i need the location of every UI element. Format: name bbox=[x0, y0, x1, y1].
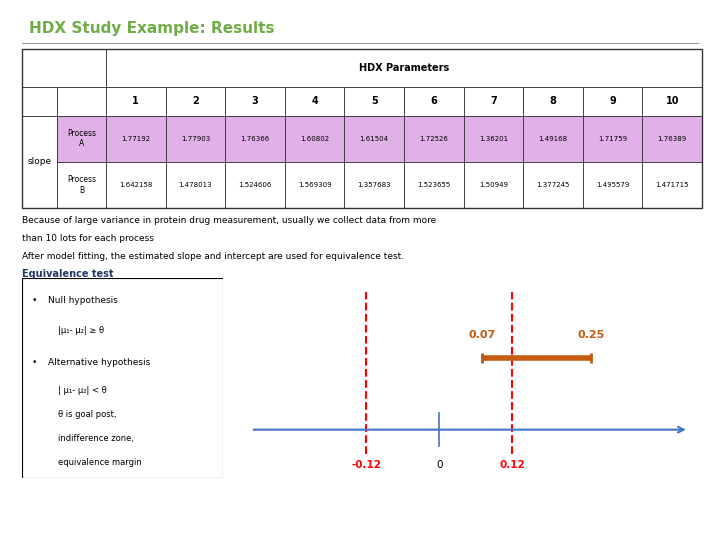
FancyBboxPatch shape bbox=[582, 161, 642, 208]
FancyBboxPatch shape bbox=[404, 87, 464, 116]
Text: Process
B: Process B bbox=[67, 175, 96, 194]
Text: 1.72526: 1.72526 bbox=[419, 136, 449, 141]
Text: abbvie: abbvie bbox=[18, 513, 71, 526]
FancyBboxPatch shape bbox=[225, 116, 285, 161]
Text: 3: 3 bbox=[251, 96, 258, 106]
Text: 10: 10 bbox=[665, 96, 679, 106]
FancyBboxPatch shape bbox=[344, 161, 404, 208]
Text: 1.523655: 1.523655 bbox=[417, 182, 451, 188]
FancyBboxPatch shape bbox=[22, 49, 106, 87]
FancyBboxPatch shape bbox=[642, 116, 702, 161]
Text: 1.76389: 1.76389 bbox=[657, 136, 687, 141]
Text: Because of large variance in protein drug measurement, usually we collect data f: Because of large variance in protein dru… bbox=[22, 216, 436, 225]
FancyBboxPatch shape bbox=[166, 87, 225, 116]
FancyBboxPatch shape bbox=[22, 87, 57, 116]
FancyBboxPatch shape bbox=[166, 116, 225, 161]
Text: 0.07: 0.07 bbox=[468, 330, 495, 340]
FancyBboxPatch shape bbox=[642, 161, 702, 208]
FancyBboxPatch shape bbox=[464, 116, 523, 161]
Text: slope: slope bbox=[27, 157, 51, 166]
Text: 1.642158: 1.642158 bbox=[119, 182, 153, 188]
FancyBboxPatch shape bbox=[404, 161, 464, 208]
FancyBboxPatch shape bbox=[404, 116, 464, 161]
Text: |μ₁- μ₂| ≥ θ: |μ₁- μ₂| ≥ θ bbox=[58, 326, 104, 335]
Text: After model fitting, the estimated slope and intercept are used for equivalence : After model fitting, the estimated slope… bbox=[22, 252, 404, 261]
Text: 6: 6 bbox=[431, 96, 437, 106]
Text: 1.495579: 1.495579 bbox=[596, 182, 629, 188]
FancyBboxPatch shape bbox=[464, 87, 523, 116]
FancyBboxPatch shape bbox=[57, 87, 106, 116]
FancyBboxPatch shape bbox=[582, 87, 642, 116]
Text: indifference zone,: indifference zone, bbox=[58, 434, 134, 443]
Text: -0.12: -0.12 bbox=[351, 460, 382, 470]
Text: 1.61504: 1.61504 bbox=[360, 136, 389, 141]
Text: HDX Parameters: HDX Parameters bbox=[359, 63, 449, 73]
Text: 1.49168: 1.49168 bbox=[539, 136, 567, 141]
FancyBboxPatch shape bbox=[57, 116, 106, 161]
Text: Process
A: Process A bbox=[67, 129, 96, 149]
Text: 1.478013: 1.478013 bbox=[179, 182, 212, 188]
Text: •: • bbox=[32, 296, 37, 305]
Text: Equivalence test: Equivalence test bbox=[22, 269, 113, 280]
Text: Alternative hypothesis: Alternative hypothesis bbox=[48, 358, 150, 367]
FancyBboxPatch shape bbox=[285, 116, 344, 161]
Text: 9: 9 bbox=[609, 96, 616, 106]
Text: 5: 5 bbox=[371, 96, 377, 106]
FancyBboxPatch shape bbox=[57, 161, 106, 208]
Text: θ is goal post,: θ is goal post, bbox=[58, 410, 117, 419]
Text: 7: 7 bbox=[490, 96, 497, 106]
FancyBboxPatch shape bbox=[22, 278, 223, 478]
FancyBboxPatch shape bbox=[106, 116, 166, 161]
Text: equivalence margin: equivalence margin bbox=[58, 458, 142, 467]
Text: 1.76366: 1.76366 bbox=[240, 136, 269, 141]
Text: 8: 8 bbox=[549, 96, 557, 106]
FancyBboxPatch shape bbox=[285, 87, 344, 116]
Text: 2: 2 bbox=[192, 96, 199, 106]
Text: Null hypothesis: Null hypothesis bbox=[48, 296, 117, 305]
FancyBboxPatch shape bbox=[344, 116, 404, 161]
FancyBboxPatch shape bbox=[106, 161, 166, 208]
FancyBboxPatch shape bbox=[523, 87, 582, 116]
FancyBboxPatch shape bbox=[285, 161, 344, 208]
FancyBboxPatch shape bbox=[22, 116, 57, 208]
Text: •: • bbox=[32, 358, 37, 367]
FancyBboxPatch shape bbox=[106, 87, 166, 116]
Text: than 10 lots for each process: than 10 lots for each process bbox=[22, 234, 153, 243]
Text: 4: 4 bbox=[311, 96, 318, 106]
Text: Process Comparison| May 2018 | MOSW Meeting    21: Process Comparison| May 2018 | MOSW Meet… bbox=[446, 515, 651, 524]
Text: 1.357683: 1.357683 bbox=[357, 182, 391, 188]
Text: 0: 0 bbox=[436, 460, 443, 470]
Text: 1.50949: 1.50949 bbox=[479, 182, 508, 188]
Text: 1.524606: 1.524606 bbox=[238, 182, 271, 188]
Text: 1: 1 bbox=[132, 96, 139, 106]
Text: | μ₁- μ₂| < θ: | μ₁- μ₂| < θ bbox=[58, 386, 107, 395]
FancyBboxPatch shape bbox=[523, 161, 582, 208]
FancyBboxPatch shape bbox=[523, 116, 582, 161]
Text: 1.77903: 1.77903 bbox=[181, 136, 210, 141]
Text: 1.36201: 1.36201 bbox=[479, 136, 508, 141]
Text: 0.12: 0.12 bbox=[500, 460, 526, 470]
FancyBboxPatch shape bbox=[106, 49, 702, 87]
Text: 1.377245: 1.377245 bbox=[536, 182, 570, 188]
FancyBboxPatch shape bbox=[225, 87, 285, 116]
Text: 0.25: 0.25 bbox=[577, 330, 605, 340]
FancyBboxPatch shape bbox=[166, 161, 225, 208]
Text: 1.77192: 1.77192 bbox=[121, 136, 150, 141]
FancyBboxPatch shape bbox=[344, 87, 404, 116]
FancyBboxPatch shape bbox=[642, 87, 702, 116]
FancyBboxPatch shape bbox=[582, 116, 642, 161]
Text: 1.60802: 1.60802 bbox=[300, 136, 329, 141]
Text: 1.471715: 1.471715 bbox=[655, 182, 689, 188]
Text: 1.569309: 1.569309 bbox=[298, 182, 331, 188]
FancyBboxPatch shape bbox=[464, 161, 523, 208]
FancyBboxPatch shape bbox=[225, 161, 285, 208]
Text: HDX Study Example: Results: HDX Study Example: Results bbox=[29, 21, 274, 36]
Text: 1.71759: 1.71759 bbox=[598, 136, 627, 141]
